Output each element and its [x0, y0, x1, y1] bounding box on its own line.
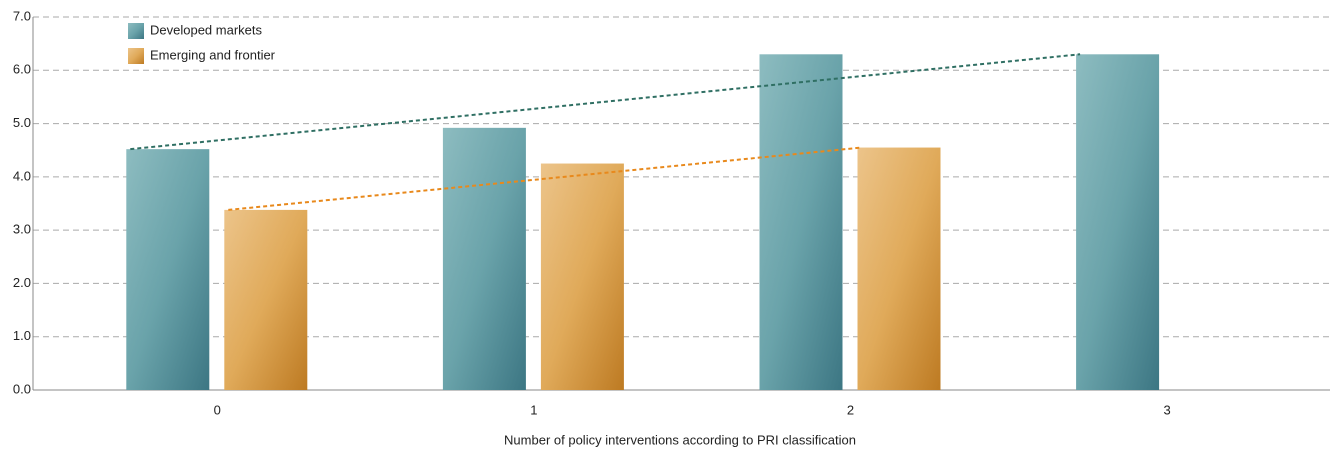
bar — [540, 163, 624, 390]
trend-line — [228, 146, 862, 211]
bar — [442, 127, 526, 390]
bar — [1076, 54, 1160, 391]
x-axis-title: Number of policy interventions according… — [504, 432, 856, 447]
y-tick-label: 2.0 — [13, 275, 31, 290]
bar — [224, 209, 308, 390]
trend-line — [130, 53, 1081, 151]
y-tick-label: 7.0 — [13, 8, 31, 23]
y-tick-label: 3.0 — [13, 222, 31, 237]
legend-label: Developed markets — [150, 22, 262, 37]
y-tick-label: 1.0 — [13, 328, 31, 343]
y-tick-label: 0.0 — [13, 381, 31, 396]
legend-label: Emerging and frontier — [150, 47, 276, 62]
legend-swatch — [128, 23, 144, 39]
bar — [857, 147, 941, 390]
bar — [126, 149, 210, 390]
x-tick-label: 3 — [1163, 402, 1170, 417]
y-tick-label: 4.0 — [13, 168, 31, 183]
bar — [759, 54, 843, 391]
x-tick-label: 2 — [847, 402, 854, 417]
x-tick-label: 0 — [214, 402, 221, 417]
y-tick-label: 5.0 — [13, 115, 31, 130]
x-tick-label: 1 — [530, 402, 537, 417]
legend-swatch — [128, 48, 144, 64]
y-tick-label: 6.0 — [13, 62, 31, 77]
